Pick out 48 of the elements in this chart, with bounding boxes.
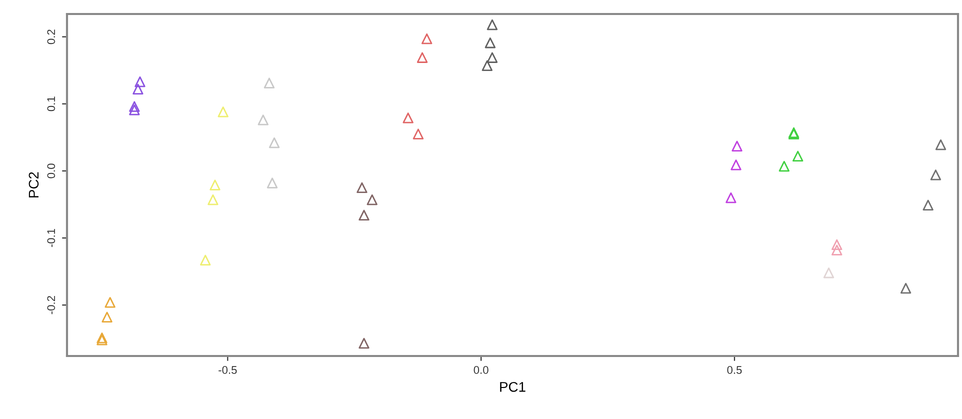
point: [778, 160, 790, 172]
point: [412, 128, 424, 140]
point: [900, 282, 912, 294]
point: [268, 137, 280, 148]
point: [792, 150, 804, 162]
x-tick-label: 0.0: [474, 366, 488, 374]
point: [832, 244, 842, 256]
point: [258, 114, 268, 126]
point: [132, 84, 144, 94]
point: [208, 194, 218, 206]
point: [486, 19, 498, 30]
point: [484, 37, 496, 48]
point: [486, 52, 498, 63]
y-tick-label: -0.2: [47, 296, 56, 314]
point: [832, 239, 842, 250]
point: [200, 254, 211, 266]
point: [416, 52, 428, 63]
point: [266, 178, 278, 188]
point: [402, 112, 414, 124]
point: [104, 297, 116, 308]
point: [356, 182, 368, 194]
point: [366, 194, 378, 206]
point: [482, 60, 493, 71]
point: [210, 180, 220, 190]
point: [129, 101, 140, 112]
point: [358, 338, 370, 349]
x-tick-label: 0.5: [727, 366, 742, 374]
point: [129, 104, 140, 116]
point: [134, 76, 146, 88]
point: [264, 78, 275, 88]
point: [930, 170, 942, 180]
y-tick-label: 0.1: [47, 96, 56, 112]
point: [732, 140, 742, 152]
point: [726, 192, 736, 204]
point: [421, 33, 432, 44]
point: [823, 267, 834, 278]
y-tick-label: 0.2: [47, 30, 56, 44]
point: [922, 200, 934, 210]
point: [730, 160, 742, 170]
x-tick-label: -0.5: [218, 366, 237, 374]
point: [935, 139, 946, 150]
x-axis-title: PC1: [500, 382, 526, 392]
y-tick-label: -0.1: [47, 228, 56, 248]
y-axis-title: PC2: [28, 172, 39, 198]
point: [218, 106, 228, 118]
point: [102, 312, 112, 322]
y-tick-label: 0.0: [47, 164, 56, 178]
point: [358, 210, 370, 221]
